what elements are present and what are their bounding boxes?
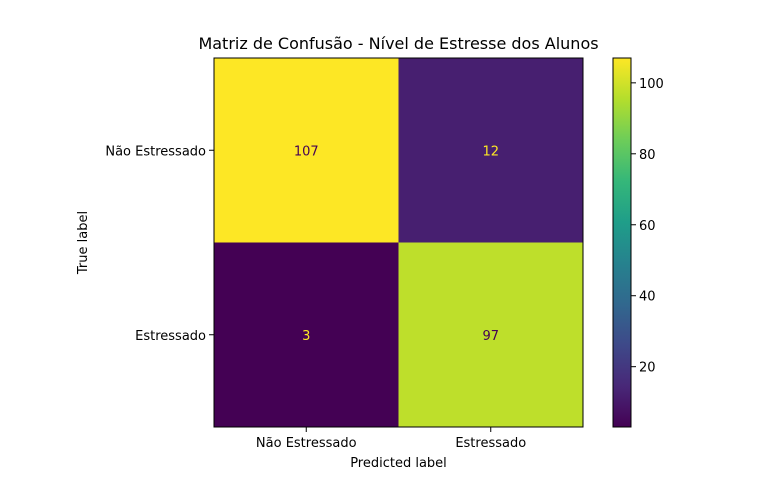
cell-value-label: 3 [302,329,310,344]
matrix-cell [214,242,399,427]
x-tick-label: Não Estressado [256,436,357,451]
y-tick-label: Não Estressado [105,144,206,159]
colorbar-tick-label: 100 [639,77,664,92]
cell-value-label: 12 [482,144,499,159]
x-axis-label: Predicted label [350,456,447,471]
matrix-cell [398,242,583,427]
matrix-cell [214,58,399,243]
x-tick-label: Estressado [455,436,526,451]
colorbar-tick-label: 20 [639,361,656,376]
y-tick-label: Estressado [135,329,206,344]
matrix-cell [398,58,583,243]
heatmap-frame [213,57,584,428]
y-axis-label: True label [76,211,91,275]
colorbar-tick-label: 40 [639,290,656,305]
chart-title: Matriz de Confusão - Nível de Estresse d… [198,34,598,53]
cell-value-label: 107 [294,144,319,159]
colorbar [612,57,632,428]
colorbar-tick-label: 80 [639,148,656,163]
colorbar-tick-label: 60 [639,219,656,234]
cell-value-label: 97 [482,329,499,344]
